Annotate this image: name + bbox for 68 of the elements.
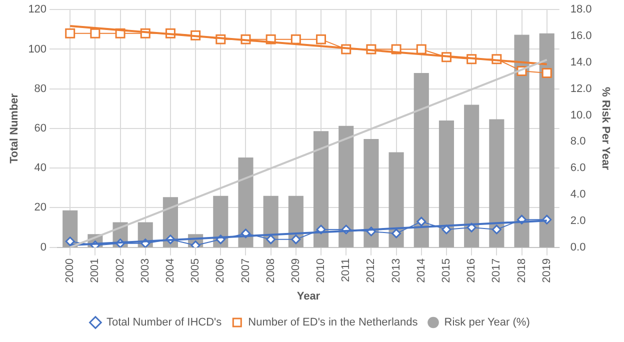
y2-tick-label: 10.0 [570, 109, 592, 122]
point [316, 34, 326, 44]
bar [438, 120, 454, 248]
y2-tick-label: 18.0 [570, 4, 592, 16]
x-tick-label: 2016 [466, 258, 478, 283]
bar [313, 131, 329, 248]
bar [213, 196, 228, 248]
point [542, 68, 552, 78]
x-tick-label: 2010 [315, 258, 328, 283]
y2-tick-label: 14.0 [570, 56, 592, 68]
point [416, 44, 426, 54]
point [416, 216, 426, 226]
y2-tick-label: 16.0 [570, 30, 592, 42]
x-tick-label: 2019 [540, 258, 553, 283]
y2-axis-title: % Risk Per Year [599, 86, 612, 171]
bar [338, 126, 354, 248]
point [65, 236, 75, 246]
y2-tick-label: 12.0 [570, 82, 592, 95]
x-tick-label: 2004 [164, 258, 176, 283]
x-tick-label: 2011 [340, 258, 352, 282]
bar [238, 158, 254, 248]
x-axis-title: Year [296, 290, 321, 302]
point [65, 28, 76, 38]
y2-tick-label: 0.0 [570, 241, 586, 254]
point [90, 28, 100, 38]
y2-tick-label: 4.0 [570, 188, 586, 201]
legend-label: Risk per Year (%) [444, 316, 530, 329]
x-tick-label: 2015 [440, 258, 453, 283]
y-tick-label: 80 [34, 82, 47, 95]
x-tick-label: 2006 [214, 258, 227, 283]
y-tick-label: 120 [28, 4, 47, 16]
y-tick-label: 100 [28, 43, 47, 56]
bar [263, 196, 278, 248]
y2-tick-label: 8.0 [570, 136, 586, 148]
bar [464, 104, 480, 248]
x-tick-label: 2009 [290, 258, 302, 283]
y2-tick-label: 2.0 [570, 214, 586, 227]
x-tick-label: 2000 [64, 258, 76, 283]
y-tick-label: 40 [34, 162, 47, 174]
bar [539, 33, 554, 248]
x-tick-label: 2017 [490, 258, 503, 283]
legend-label: Number of ED's in the Netherlands [248, 316, 418, 329]
point [492, 224, 502, 234]
y-tick-label: 20 [34, 202, 47, 214]
y-axis-title: Total Number [8, 92, 21, 164]
bar [514, 34, 530, 248]
point [291, 234, 301, 244]
point [442, 224, 452, 234]
bar [388, 152, 404, 248]
x-tick-label: 2002 [114, 258, 126, 283]
y2-tick-label: 6.0 [570, 162, 586, 174]
x-tick-label: 2012 [365, 258, 378, 283]
legend-label: Total Number of IHCD's [106, 316, 222, 329]
x-tick-label: 2007 [240, 258, 252, 283]
point [266, 234, 276, 244]
x-tick-label: 2008 [264, 258, 277, 283]
bar [489, 119, 504, 248]
x-tick-label: 2013 [390, 258, 402, 283]
x-tick-label: 2018 [516, 258, 528, 283]
bar [364, 139, 379, 248]
x-tick-label: 2003 [139, 258, 152, 283]
bar [414, 72, 429, 248]
x-tick-label: 2005 [190, 258, 202, 283]
y-tick-label: 0 [40, 241, 47, 254]
x-tick-label: 2001 [89, 258, 102, 283]
point [392, 228, 402, 238]
x-tick-label: 2014 [415, 258, 428, 283]
y-tick-label: 60 [34, 122, 47, 134]
